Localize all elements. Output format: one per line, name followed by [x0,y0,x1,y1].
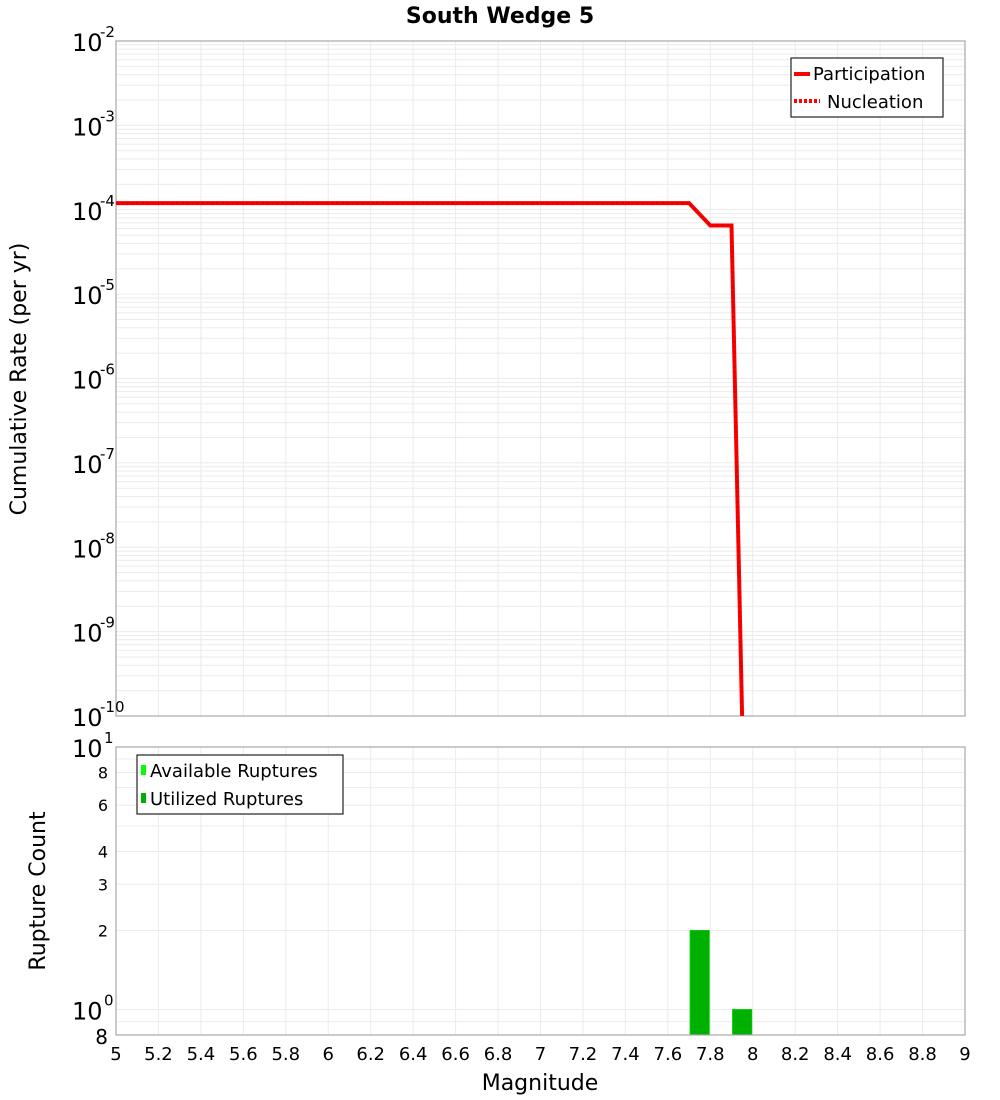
y-tick-exponent: -8 [100,529,115,547]
nucleation-line [116,202,744,717]
y-tick-exponent: -3 [100,107,115,125]
x-tick-label: 7.6 [654,1044,683,1065]
x-tick-label: 8.4 [823,1044,852,1065]
x-tick-label: 5.8 [271,1044,300,1065]
utilized-swatch-icon [141,793,146,803]
y-tick-label: 10 [72,282,103,310]
top-plot: 10-210-310-410-510-610-710-810-910-10 Pa… [7,23,966,732]
y-tick-label: 10 [72,451,103,479]
y-tick-label: 10 [72,113,103,141]
y-minor-tick-label: 3 [98,875,108,894]
x-tick-label: 7.2 [569,1044,598,1065]
bottom-y-axis-label: Rupture Count [26,811,51,971]
x-tick-label: 5.6 [229,1044,258,1065]
x-tick-label: 6 [323,1044,334,1065]
x-axis-label: Magnitude [482,1071,599,1096]
y-tick-exponent: -2 [100,23,115,41]
chart-title: South Wedge 5 [406,4,594,29]
y-tick-exponent: 1 [104,729,114,747]
rate-curve [116,201,745,717]
x-tick-label: 5.4 [187,1044,216,1065]
x-tick-label: 6.6 [441,1044,470,1065]
top-y-axis-label: Cumulative Rate (per yr) [7,243,32,516]
y-tick-label: 10 [72,620,103,648]
top-y-axis-ticks: 10-210-310-410-510-610-710-810-910-10 [72,23,125,732]
available-swatch-icon [141,765,146,775]
x-tick-label: 8 [747,1044,758,1065]
y-minor-tick-label: 4 [98,842,108,861]
y-minor-tick-label: 8 [95,1025,108,1049]
y-tick-label: 10 [72,998,103,1026]
y-tick-exponent: -4 [100,192,115,210]
legend-nucleation: Nucleation [827,92,923,113]
y-tick-exponent: -9 [100,614,115,632]
x-tick-label: 8.2 [781,1044,810,1065]
top-grid [115,41,966,717]
x-tick-label: 8.6 [866,1044,895,1065]
x-tick-label: 9 [959,1044,970,1065]
y-tick-label: 10 [72,367,103,395]
legend-utilized: Utilized Ruptures [150,789,303,810]
y-tick-exponent: -10 [100,698,125,716]
y-tick-exponent: -7 [100,445,115,463]
x-tick-label: 7.8 [696,1044,725,1065]
y-tick-label: 10 [72,704,103,732]
x-tick-label: 5.2 [144,1044,173,1065]
x-tick-label: 6.4 [399,1044,428,1065]
y-tick-label: 10 [72,735,103,763]
bottom-legend: Available Ruptures Utilized Ruptures [136,754,344,815]
x-tick-label: 6.2 [356,1044,385,1065]
x-axis-ticks: 5 5.2 5.4 5.6 5.8 6 6.2 6.4 6.6 6.8 7 7.2 7.4 7.6 7.8 8… [110,1044,970,1065]
y-minor-tick-label: 2 [98,922,108,941]
rupture-bar [732,1009,753,1036]
x-tick-label: 6.8 [484,1044,513,1065]
y-tick-exponent: -6 [100,361,115,379]
top-legend: Participation Nucleation [790,57,944,118]
y-tick-exponent: -5 [100,276,115,294]
x-tick-label: 7.4 [611,1044,640,1065]
y-tick-exponent: 0 [104,992,114,1010]
y-minor-tick-label: 6 [98,796,108,815]
x-tick-label: 7 [535,1044,546,1065]
rupture-bar [689,930,710,1036]
legend-available: Available Ruptures [150,761,318,782]
legend-participation: Participation [813,64,925,85]
y-tick-label: 10 [72,535,103,563]
x-tick-label: 8.8 [908,1044,937,1065]
y-tick-label: 10 [72,29,103,57]
y-minor-tick-label: 8 [98,763,108,782]
x-tick-label: 5 [110,1044,121,1065]
y-tick-label: 10 [72,198,103,226]
